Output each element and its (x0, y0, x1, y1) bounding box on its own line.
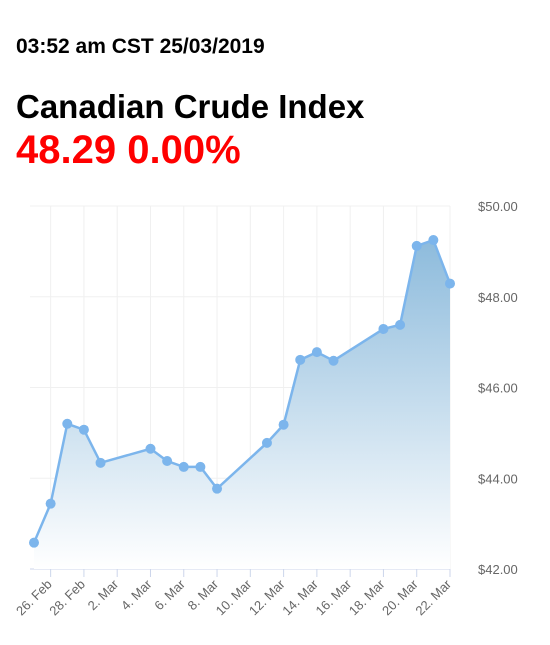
marker (178, 461, 189, 472)
marker (428, 235, 439, 246)
marker (145, 443, 156, 454)
y-tick-label: $42.00 (478, 562, 518, 577)
x-tick-label: 22. Mar (412, 576, 454, 618)
y-tick-label: $50.00 (478, 199, 518, 214)
price: 48.29 (16, 128, 117, 172)
marker (95, 457, 106, 468)
x-tick-label: 4. Mar (118, 576, 155, 613)
x-tick-label: 2. Mar (85, 576, 122, 613)
y-tick-label: $44.00 (478, 471, 518, 486)
change: 0.00% (127, 128, 241, 172)
marker (395, 319, 406, 330)
x-tick-label: 18. Mar (346, 576, 388, 618)
marker (212, 483, 223, 494)
marker (162, 456, 173, 467)
marker (278, 419, 289, 430)
marker (411, 240, 422, 251)
marker (45, 498, 56, 509)
x-tick-label: 16. Mar (313, 576, 355, 618)
area (34, 240, 450, 569)
marker (295, 354, 306, 365)
marker (328, 355, 339, 366)
marker (195, 461, 206, 472)
marker (311, 347, 322, 358)
x-tick-label: 20. Mar (379, 576, 421, 618)
x-tick-label: 12. Mar (246, 576, 288, 618)
timestamp: 03:52 am CST 25/03/2019 (16, 35, 265, 58)
x-tick-label: 28. Feb (46, 577, 88, 619)
x-tick-label: 14. Mar (279, 576, 321, 618)
marker (78, 424, 89, 435)
x-tick-label: 26. Feb (13, 577, 55, 619)
y-tick-label: $46.00 (478, 381, 518, 396)
y-tick-label: $48.00 (478, 290, 518, 305)
title: Canadian Crude Index (16, 88, 365, 125)
marker (261, 437, 272, 448)
marker (29, 537, 39, 548)
marker (378, 323, 389, 334)
marker (445, 278, 455, 289)
x-tick-label: 10. Mar (213, 576, 255, 618)
x-tick-label: 6. Mar (151, 576, 188, 613)
price-line: 48.29 0.00% (16, 128, 241, 173)
marker (62, 418, 73, 429)
